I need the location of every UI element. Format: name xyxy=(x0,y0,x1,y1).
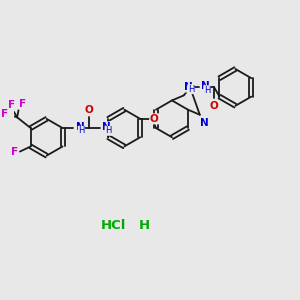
Text: N: N xyxy=(103,122,111,132)
Text: F: F xyxy=(1,110,8,119)
Text: F: F xyxy=(20,99,26,110)
Text: F: F xyxy=(11,147,19,158)
Text: H: H xyxy=(78,126,85,135)
Text: N: N xyxy=(184,82,193,92)
Text: H: H xyxy=(105,126,111,135)
Text: HCl: HCl xyxy=(100,218,126,232)
Text: N: N xyxy=(201,81,210,91)
Text: O: O xyxy=(210,101,219,111)
Text: N: N xyxy=(200,118,209,128)
Text: H: H xyxy=(188,85,194,94)
Text: N: N xyxy=(76,122,84,132)
Text: F: F xyxy=(8,100,16,110)
Text: O: O xyxy=(150,114,159,124)
Text: H: H xyxy=(204,86,210,95)
Text: H: H xyxy=(139,218,150,232)
Text: O: O xyxy=(85,105,93,115)
